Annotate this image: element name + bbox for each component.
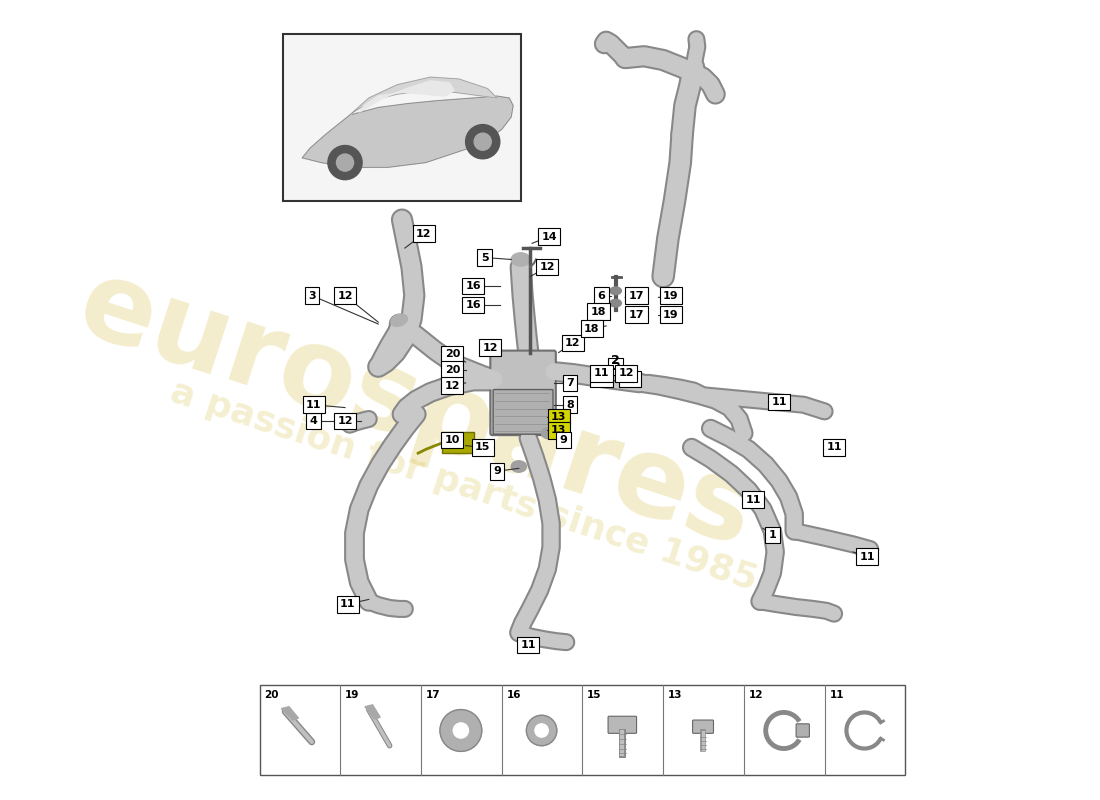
Text: 20: 20	[264, 690, 278, 700]
FancyBboxPatch shape	[608, 716, 637, 734]
FancyBboxPatch shape	[796, 724, 810, 737]
Text: 3: 3	[308, 290, 316, 301]
Text: 11: 11	[826, 442, 842, 453]
Text: 12: 12	[444, 381, 460, 390]
Text: 12: 12	[618, 369, 634, 378]
Polygon shape	[282, 706, 298, 720]
Text: 6: 6	[597, 290, 605, 301]
Polygon shape	[302, 96, 513, 167]
Text: 9: 9	[560, 435, 568, 445]
Text: 20: 20	[444, 365, 460, 374]
Text: 13: 13	[551, 412, 566, 422]
Text: 11: 11	[306, 400, 321, 410]
Text: 13: 13	[668, 690, 682, 700]
Text: 11: 11	[594, 369, 609, 378]
Text: 9: 9	[493, 466, 500, 476]
Text: 12: 12	[565, 338, 581, 348]
FancyBboxPatch shape	[442, 432, 474, 453]
Text: 12: 12	[623, 374, 638, 384]
Circle shape	[453, 723, 469, 738]
Ellipse shape	[610, 299, 621, 307]
Text: 19: 19	[663, 310, 679, 319]
Text: 12: 12	[338, 416, 353, 426]
Circle shape	[474, 133, 492, 150]
Text: eurospares: eurospares	[66, 250, 767, 569]
Text: 18: 18	[584, 324, 600, 334]
Text: 16: 16	[465, 300, 481, 310]
Text: 19: 19	[663, 290, 679, 301]
Text: 16: 16	[465, 281, 481, 291]
Text: 16: 16	[506, 690, 521, 700]
Circle shape	[535, 724, 548, 737]
Text: 12: 12	[416, 229, 431, 239]
Text: 12: 12	[539, 262, 556, 272]
Text: 1: 1	[769, 530, 777, 540]
Text: 11: 11	[520, 640, 536, 650]
Text: 7: 7	[566, 378, 574, 388]
Circle shape	[527, 715, 557, 746]
Polygon shape	[350, 77, 497, 115]
Text: a passion for parts since 1985: a passion for parts since 1985	[166, 374, 761, 597]
Text: 15: 15	[587, 690, 602, 700]
Ellipse shape	[541, 427, 557, 439]
Text: 4: 4	[310, 416, 318, 426]
Text: 15: 15	[475, 442, 491, 453]
FancyBboxPatch shape	[693, 720, 714, 734]
Text: 17: 17	[426, 690, 440, 700]
FancyBboxPatch shape	[493, 390, 553, 434]
Bar	[260, 685, 905, 775]
Text: 5: 5	[481, 253, 488, 262]
Text: 20: 20	[444, 350, 460, 359]
Text: 10: 10	[444, 435, 460, 445]
Text: 11: 11	[859, 552, 876, 562]
Circle shape	[328, 146, 362, 180]
Ellipse shape	[512, 253, 530, 266]
Text: 11: 11	[746, 494, 761, 505]
Text: 17: 17	[629, 310, 645, 319]
Circle shape	[440, 710, 482, 751]
Circle shape	[337, 154, 353, 171]
Ellipse shape	[512, 461, 527, 472]
Text: 19: 19	[345, 690, 360, 700]
Text: 13: 13	[551, 426, 566, 435]
Text: 18: 18	[591, 306, 606, 317]
Ellipse shape	[390, 314, 407, 326]
Text: 2: 2	[612, 354, 620, 366]
Text: 11: 11	[340, 599, 355, 609]
Text: 8: 8	[566, 400, 574, 410]
Text: 2: 2	[612, 362, 619, 372]
FancyBboxPatch shape	[491, 350, 556, 435]
Text: 14: 14	[541, 232, 557, 242]
Ellipse shape	[610, 287, 621, 294]
Text: 11: 11	[771, 397, 786, 407]
Polygon shape	[365, 705, 381, 719]
Text: 17: 17	[629, 290, 645, 301]
Polygon shape	[360, 81, 454, 112]
Text: 12: 12	[749, 690, 763, 700]
Text: 11: 11	[594, 374, 609, 384]
Bar	[284, 34, 520, 201]
Text: 11: 11	[829, 690, 844, 700]
Circle shape	[465, 125, 499, 158]
Text: 12: 12	[338, 290, 353, 301]
Text: 12: 12	[483, 342, 498, 353]
